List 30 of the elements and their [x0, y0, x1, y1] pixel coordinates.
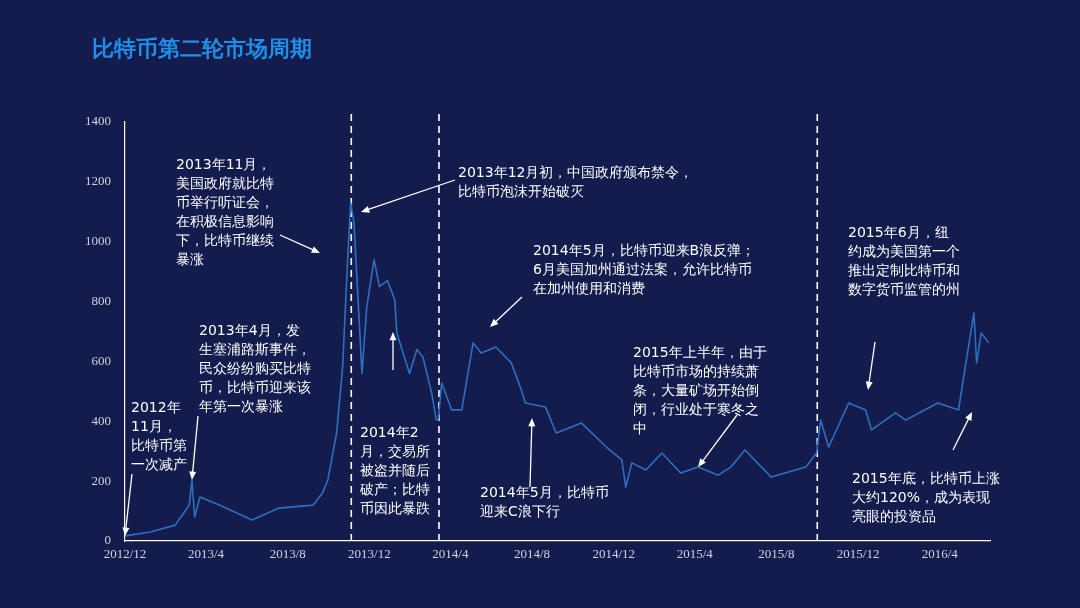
x-tick-label: 2013/8 [269, 546, 306, 562]
x-tick-label: 2015/4 [676, 546, 714, 562]
x-tick-label: 2016/4 [921, 546, 959, 562]
x-tick-label: 2014/4 [432, 546, 469, 562]
annotation: 2015年底，比特币上涨大约120%，成为表现亮眼的投资品 [852, 469, 1000, 524]
annotation: 2014年5月，比特币迎来C浪下行 [480, 483, 609, 519]
x-tick-label: 2014/12 [592, 546, 636, 562]
annotation: 2012年11月，比特币第一次减产 [131, 398, 187, 472]
x-tick-label: 2014/8 [514, 546, 551, 562]
chart-title: 比特币第二轮市场周期 [92, 36, 312, 61]
annotation: 2013年11月，美国政府就比特币举行听证会，在积极信息影响下，比特币继续暴涨 [176, 155, 274, 267]
annotation: 2014年5月，比特币迎来B浪反弹；6月美国加州通过法案，允许比特币在加州使用和消费 [533, 241, 756, 296]
y-tick-label: 1400 [85, 113, 111, 129]
y-tick-label: 400 [91, 412, 111, 428]
y-tick-label: 1200 [85, 173, 111, 189]
x-tick-label: 2013/4 [187, 546, 225, 562]
y-tick-label: 600 [91, 352, 111, 368]
x-tick-label: 2015/12 [836, 546, 880, 562]
annotation: 2014年2月，交易所被盗并随后破产；比特币因此暴跌 [359, 423, 430, 516]
annotation: 2015年6月，纽约成为美国第一个推出定制比特币和数字货币监管的州 [848, 223, 960, 297]
y-tick-label: 0 [104, 532, 111, 548]
annotation: 2015年上半年，由于比特币市场的持续萧条，大量矿场开始倒闭，行业处于寒冬之中 [633, 343, 767, 436]
x-tick-label: 2012/12 [103, 546, 147, 562]
x-tick-label: 2013/12 [348, 546, 391, 562]
x-tick-label: 2015/8 [758, 546, 795, 562]
annotation: 2013年4月，发生塞浦路斯事件，民众纷纷购买比特币，比特币迎来该年第一次暴涨 [199, 321, 311, 414]
y-tick-label: 1000 [85, 233, 111, 249]
annotation: 2013年12月初，中国政府颁布禁令，比特币泡沫开始破灭 [458, 163, 694, 199]
y-tick-label: 800 [91, 292, 111, 308]
y-tick-label: 200 [91, 472, 111, 488]
